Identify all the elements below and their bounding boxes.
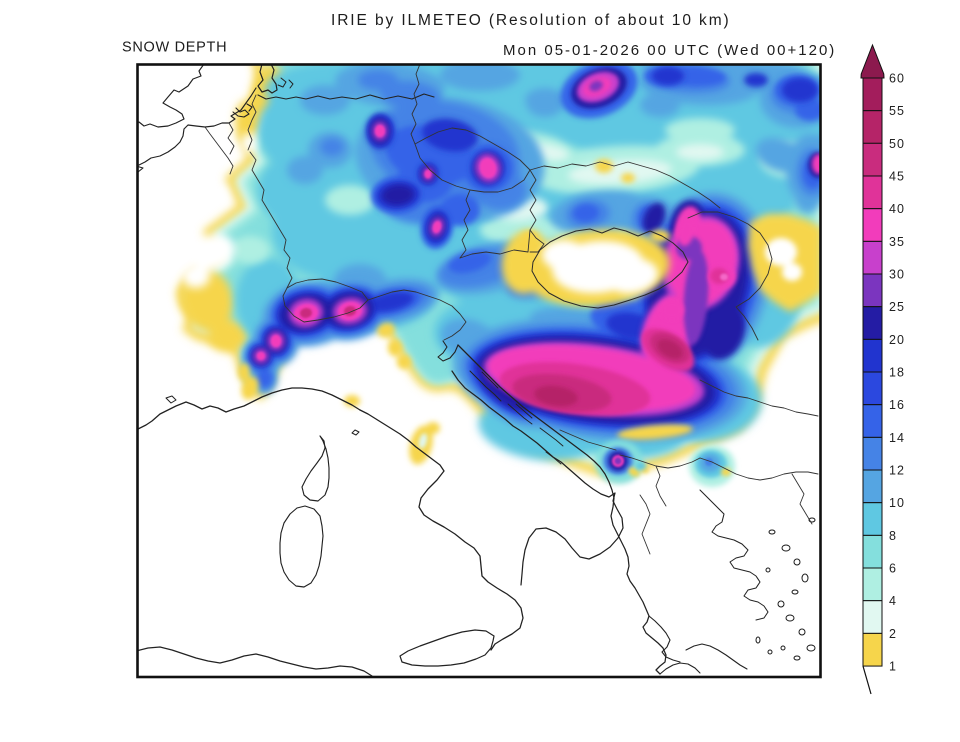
svg-text:60: 60 (889, 72, 905, 86)
svg-text:35: 35 (889, 235, 905, 249)
svg-text:IRIE by ILMETEO (Resolution of: IRIE by ILMETEO (Resolution of about 10 … (331, 12, 731, 29)
svg-text:12: 12 (889, 464, 905, 478)
svg-text:Mon 05-01-2026 00 UTC (Wed 00+: Mon 05-01-2026 00 UTC (Wed 00+120) (503, 42, 836, 59)
svg-text:20: 20 (889, 333, 905, 347)
svg-text:16: 16 (889, 398, 905, 412)
svg-text:6: 6 (889, 562, 897, 576)
svg-text:8: 8 (889, 529, 897, 543)
svg-text:25: 25 (889, 300, 905, 314)
svg-text:45: 45 (889, 170, 905, 184)
svg-text:50: 50 (889, 137, 905, 151)
svg-text:SNOW DEPTH: SNOW DEPTH (122, 40, 227, 56)
svg-text:2: 2 (889, 627, 897, 641)
svg-text:40: 40 (889, 202, 905, 216)
svg-text:14: 14 (889, 431, 905, 445)
svg-text:1: 1 (889, 660, 897, 674)
svg-text:4: 4 (889, 594, 897, 608)
svg-text:55: 55 (889, 104, 905, 118)
svg-text:18: 18 (889, 366, 905, 380)
svg-text:30: 30 (889, 268, 905, 282)
svg-text:10: 10 (889, 496, 905, 510)
